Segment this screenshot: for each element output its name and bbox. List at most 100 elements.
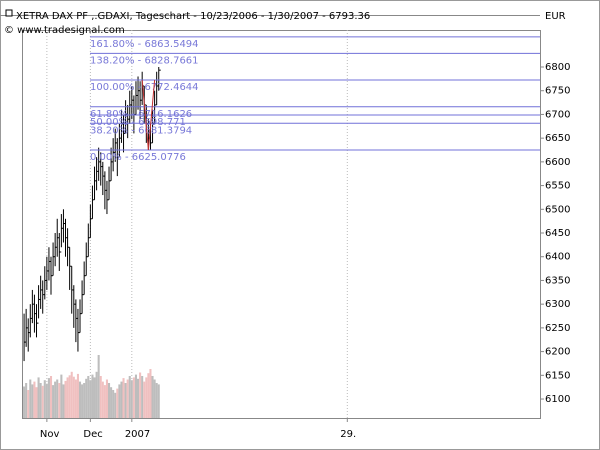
volume-bar	[70, 371, 73, 418]
volume-bar	[85, 378, 88, 418]
volume-bar	[136, 378, 140, 418]
volume-bar	[23, 386, 26, 418]
volume-bar	[54, 381, 57, 418]
volume-bar	[78, 381, 82, 418]
volume-bar	[45, 383, 48, 418]
volume-bar	[64, 380, 67, 418]
y-tick-label: 6800	[545, 62, 570, 73]
fib-label: 161.80% - 6863.5494	[90, 39, 199, 50]
volume-bar	[68, 375, 71, 418]
volume-bar	[110, 387, 113, 418]
y-tick-label: 6250	[545, 323, 570, 334]
volume-bar	[89, 380, 92, 418]
volume-bar	[66, 377, 69, 418]
currency: EUR	[545, 11, 566, 22]
volume-bar	[41, 385, 44, 418]
volume-bar	[101, 381, 104, 418]
volume-bar	[95, 371, 98, 418]
volume-bar	[105, 379, 108, 418]
volume-bar	[118, 384, 121, 418]
volume-bar	[151, 376, 154, 418]
volume-bar	[56, 379, 59, 418]
plot-frame	[22, 30, 541, 419]
volume-bar	[139, 372, 142, 418]
volume-bar	[47, 378, 50, 418]
volume-bar	[39, 383, 42, 418]
volume-bar	[25, 383, 28, 418]
volume-bar	[157, 384, 160, 418]
volume-bar	[93, 377, 96, 418]
volume-bar	[153, 379, 156, 418]
volume-bar	[126, 379, 129, 418]
fib-label: 38.20% - 6681.3794	[90, 125, 192, 136]
y-tick-label: 6450	[545, 228, 570, 239]
volume-bar	[97, 355, 100, 418]
volume-bar	[122, 378, 125, 418]
volume-bar	[52, 385, 55, 418]
volume-bar	[112, 390, 115, 418]
fib-label: 50.00% - 6698.771	[90, 117, 186, 128]
volume-bar	[49, 376, 53, 418]
icon	[5, 9, 13, 17]
volume-bar	[72, 376, 75, 418]
y-tick-label: 6150	[545, 370, 570, 381]
x-tick-label: Nov	[40, 429, 60, 440]
volume-bar	[43, 380, 46, 418]
fib-anchor	[147, 80, 156, 151]
x-tick-label: 29.	[340, 429, 356, 440]
volume-bar	[103, 385, 106, 418]
y-tick-label: 6600	[545, 157, 570, 168]
x-tick-label: 2007	[125, 429, 150, 440]
volume-bar	[99, 376, 102, 418]
volume-bar	[143, 381, 146, 418]
y-tick-label: 6400	[545, 252, 570, 263]
volume-bar	[81, 384, 84, 418]
volume-bar	[31, 384, 34, 418]
volume-bar	[83, 383, 86, 418]
volume-bar	[155, 383, 158, 418]
y-tick-label: 6700	[545, 109, 570, 120]
fib-label: 138.20% - 6828.7661	[90, 55, 199, 66]
volume-bar	[149, 369, 152, 418]
y-tick-label: 6200	[545, 347, 570, 358]
volume-bar	[29, 379, 32, 418]
x-tick-label: Dec	[83, 429, 102, 440]
fib-label: 0.00% - 6625.0776	[90, 152, 186, 163]
volume-bar	[91, 374, 94, 418]
y-tick-label: 6500	[545, 204, 570, 215]
volume-bar	[76, 373, 79, 418]
volume-bar	[134, 374, 137, 418]
volume-bar	[87, 376, 90, 418]
volume-bar	[130, 380, 133, 418]
volume-bar	[33, 381, 36, 418]
y-tick-label: 6750	[545, 86, 570, 97]
y-tick-label: 6650	[545, 133, 570, 144]
fib-anchor	[141, 80, 149, 151]
volume-bar	[107, 383, 111, 418]
volume-bar	[74, 379, 77, 418]
chart-title: XETRA DAX PF ,.GDAXI, Tageschart - 10/23…	[16, 11, 370, 22]
y-tick-label: 6550	[545, 181, 570, 192]
volume-bar	[145, 377, 148, 418]
y-tick-label: 6100	[545, 394, 570, 405]
volume-bar	[128, 376, 131, 418]
volume-bar	[132, 377, 135, 418]
volume-bar	[35, 387, 38, 418]
y-tick-label: 6300	[545, 299, 570, 310]
y-tick-label: 6350	[545, 275, 570, 286]
volume-bar	[27, 390, 30, 418]
copyright: © www.tradesignal.com	[4, 25, 125, 36]
volume-bar	[37, 377, 40, 418]
fib-label: 100.00% - 6772.4644	[90, 82, 199, 93]
volume-bar	[62, 384, 65, 418]
volume-bar	[114, 392, 117, 418]
volume-bar	[141, 376, 144, 418]
volume-bar	[147, 373, 150, 418]
volume-bar	[124, 383, 127, 418]
volume-bar	[120, 381, 123, 418]
fib-label: 61.80% - 6716.1626	[90, 109, 192, 120]
volume-bar	[116, 388, 119, 418]
